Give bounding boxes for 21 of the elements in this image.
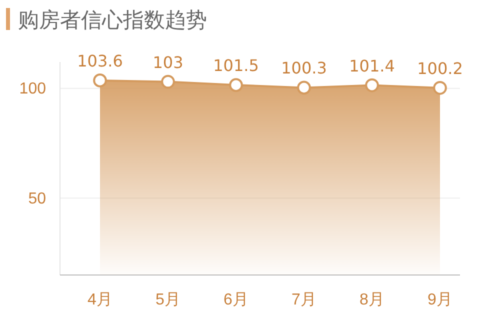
point <box>93 74 107 88</box>
point <box>433 81 447 95</box>
x-tick-label: 8月 <box>360 291 384 308</box>
y-tick-label: 100 <box>19 80 46 98</box>
x-tick-label: 4月 <box>88 291 112 308</box>
x-tick-label: 6月 <box>224 291 248 308</box>
y-tick-label: 50 <box>28 190 46 208</box>
data-label: 103.6 <box>77 51 123 70</box>
point <box>297 80 311 95</box>
x-tick-label: 9月 <box>428 291 452 308</box>
data-label: 101.5 <box>213 56 259 76</box>
data-label: 101.4 <box>349 56 395 76</box>
x-tick-label: 5月 <box>156 291 180 308</box>
point <box>229 78 243 92</box>
point <box>365 78 379 92</box>
data-label: 103 <box>152 52 184 72</box>
chart-title: 购房者信心指数趋势 <box>18 8 207 32</box>
x-tick-label: 7月 <box>292 291 316 308</box>
data-label: 100.2 <box>417 58 463 78</box>
point <box>161 74 175 89</box>
data-label: 100.3 <box>281 58 327 78</box>
